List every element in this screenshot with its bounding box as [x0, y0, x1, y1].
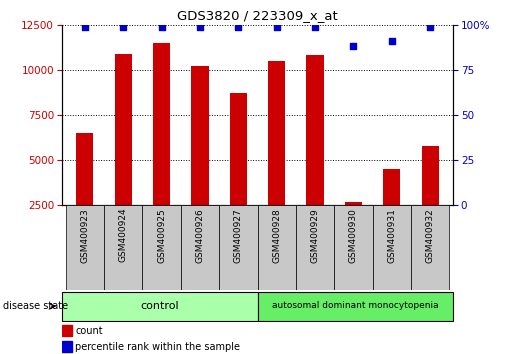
Text: control: control	[140, 301, 179, 310]
Bar	[334, 205, 373, 290]
Point	[349, 44, 357, 49]
Bar	[258, 292, 453, 321]
Bar	[258, 205, 296, 290]
Bar	[62, 341, 72, 353]
Bar	[153, 43, 170, 251]
Bar	[114, 54, 132, 251]
Title: GDS3820 / 223309_x_at: GDS3820 / 223309_x_at	[177, 9, 338, 22]
Text: GSM400927: GSM400927	[234, 208, 243, 263]
Text: count: count	[76, 326, 103, 336]
Bar	[76, 133, 93, 251]
Bar	[345, 202, 362, 251]
Text: autosomal dominant monocytopenia: autosomal dominant monocytopenia	[272, 301, 439, 310]
Text: GSM400931: GSM400931	[387, 208, 397, 263]
Point	[426, 24, 434, 29]
Text: GSM400929: GSM400929	[311, 208, 320, 263]
Text: disease state: disease state	[3, 301, 67, 311]
Bar	[181, 205, 219, 290]
Bar	[191, 66, 209, 251]
Bar	[62, 325, 72, 336]
Point	[272, 24, 281, 29]
Bar	[422, 146, 439, 251]
Bar	[230, 93, 247, 251]
Bar	[62, 292, 258, 321]
Bar	[411, 205, 450, 290]
Bar	[142, 205, 181, 290]
Point	[119, 24, 127, 29]
Point	[311, 24, 319, 29]
Text: percentile rank within the sample: percentile rank within the sample	[76, 342, 241, 352]
Text: GSM400930: GSM400930	[349, 208, 358, 263]
Bar	[104, 205, 142, 290]
Bar	[65, 205, 104, 290]
Point	[81, 24, 89, 29]
Text: GSM400924: GSM400924	[118, 208, 128, 263]
Bar	[383, 169, 401, 251]
Point	[388, 38, 396, 44]
Point	[234, 24, 243, 29]
Bar	[296, 205, 334, 290]
Bar	[268, 61, 285, 251]
Point	[158, 24, 166, 29]
Text: GSM400928: GSM400928	[272, 208, 281, 263]
Point	[196, 24, 204, 29]
Text: GSM400923: GSM400923	[80, 208, 89, 263]
Text: GSM400925: GSM400925	[157, 208, 166, 263]
Bar	[219, 205, 258, 290]
Text: GSM400926: GSM400926	[195, 208, 204, 263]
Bar	[306, 56, 324, 251]
Text: GSM400932: GSM400932	[426, 208, 435, 263]
Bar	[373, 205, 411, 290]
